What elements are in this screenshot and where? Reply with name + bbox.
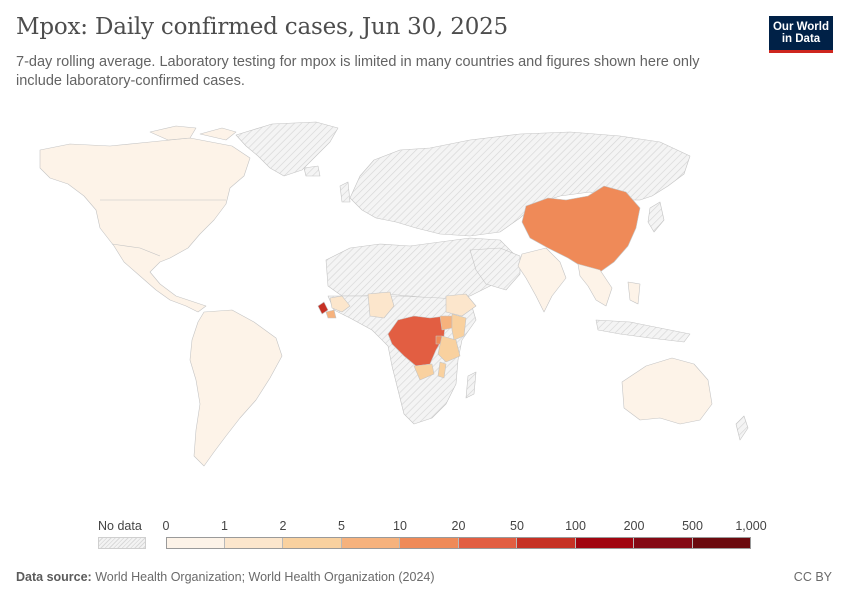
arabia-no-data[interactable] — [469, 247, 521, 291]
north-america[interactable] — [39, 137, 251, 313]
data-source: Data source: World Health Organization; … — [16, 570, 435, 584]
japan[interactable] — [647, 201, 665, 233]
legend-swatch[interactable] — [575, 537, 634, 549]
legend-tick-label: 500 — [682, 519, 703, 533]
philippines[interactable] — [627, 281, 641, 305]
south-america[interactable] — [189, 309, 283, 467]
southeast-asia[interactable] — [577, 263, 613, 307]
legend-tick-label: 1 — [221, 519, 228, 533]
legend-tick-label: 1,000 — [735, 519, 767, 533]
uganda[interactable] — [439, 315, 453, 331]
new-zealand[interactable] — [735, 415, 749, 441]
liberia[interactable] — [325, 309, 337, 319]
zambia[interactable] — [413, 363, 435, 381]
eurasia-no-data[interactable] — [349, 131, 691, 237]
legend-tick-label: 50 — [510, 519, 524, 533]
legend-tick-label: 200 — [623, 519, 645, 533]
indonesia[interactable] — [595, 319, 691, 343]
greenland[interactable] — [235, 121, 339, 177]
license-label[interactable]: CC BY — [793, 570, 832, 584]
guinea[interactable] — [329, 295, 351, 313]
legend-no-data-label: No data — [98, 519, 142, 533]
australia[interactable] — [621, 357, 713, 425]
malawi[interactable] — [437, 361, 447, 379]
india[interactable] — [517, 247, 567, 313]
world-map[interactable] — [0, 105, 850, 510]
legend-swatch[interactable] — [283, 537, 342, 549]
legend-swatch[interactable] — [341, 537, 400, 549]
legend-tick-label: 20 — [451, 519, 466, 533]
madagascar[interactable] — [465, 371, 477, 399]
chart-title: Mpox: Daily confirmed cases, Jun 30, 202… — [16, 14, 508, 40]
nigeria[interactable] — [367, 291, 395, 319]
data-source-text[interactable]: World Health Organization; World Health … — [95, 570, 435, 584]
legend-tick-label: 0 — [162, 519, 170, 533]
legend-swatch[interactable] — [166, 537, 225, 549]
legend-tick-label: 5 — [338, 519, 345, 533]
data-source-label: Data source: — [16, 570, 92, 584]
ethiopia[interactable] — [445, 293, 477, 317]
legend-swatch[interactable] — [634, 537, 693, 549]
logo-line-2: in Data — [781, 33, 821, 45]
legend-tick-label: 2 — [279, 519, 287, 533]
mexico-border — [111, 243, 161, 257]
kenya[interactable] — [451, 313, 467, 341]
sierra-leone[interactable] — [317, 301, 329, 315]
arctic-islands[interactable] — [149, 125, 237, 141]
uk[interactable] — [339, 181, 351, 203]
dr-congo[interactable] — [387, 315, 447, 367]
logo-line-1: Our World — [772, 21, 829, 33]
legend-swatch[interactable] — [692, 537, 751, 549]
chart-subtitle: 7-day rolling average. Laboratory testin… — [16, 54, 700, 89]
legend-swatch[interactable] — [458, 537, 517, 549]
legend-tick-label: 10 — [393, 519, 407, 533]
iceland[interactable] — [303, 165, 321, 177]
owid-logo[interactable]: Our World in Data — [769, 16, 833, 53]
legend-swatch[interactable] — [517, 537, 576, 549]
legend-no-data-swatch[interactable] — [98, 537, 146, 549]
china[interactable] — [521, 185, 641, 273]
tanzania[interactable] — [437, 335, 461, 363]
legend-swatch[interactable] — [224, 537, 283, 549]
legend-tick-label: 100 — [565, 519, 586, 533]
legend-swatch[interactable] — [400, 537, 459, 549]
